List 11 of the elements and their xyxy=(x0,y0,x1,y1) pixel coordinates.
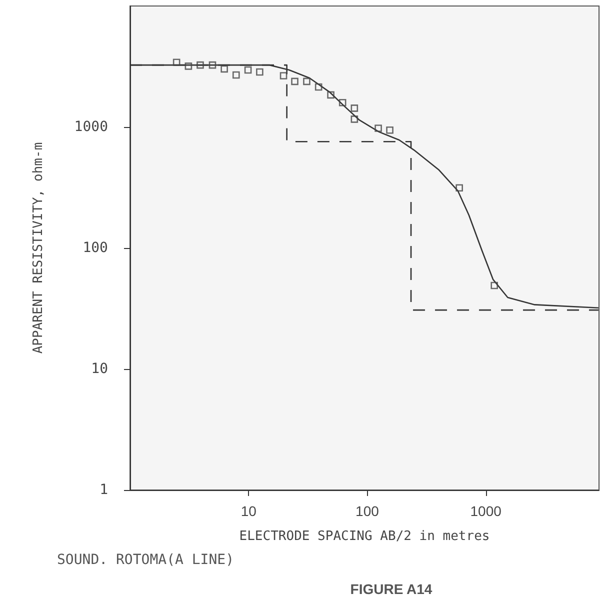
caption: FIGURE A14 xyxy=(350,581,432,597)
y-tick-label: 100 xyxy=(82,240,108,256)
x-axis-title: ELECTRODE SPACING AB/2 in metres xyxy=(239,529,490,544)
text: SOUND. ROTOMA(A LINE) xyxy=(57,552,234,568)
y-tick-label: 1000 xyxy=(74,119,108,135)
y-tick-label: 10 xyxy=(91,361,108,377)
y-axis-title: APPARENT RESISTIVITY, ohm-m xyxy=(31,142,46,354)
y-tick-label: 1 xyxy=(100,482,108,498)
x-tick-label: 1000 xyxy=(470,503,502,519)
x-tick-label: 100 xyxy=(356,503,380,519)
x-tick-label: 10 xyxy=(240,503,257,519)
